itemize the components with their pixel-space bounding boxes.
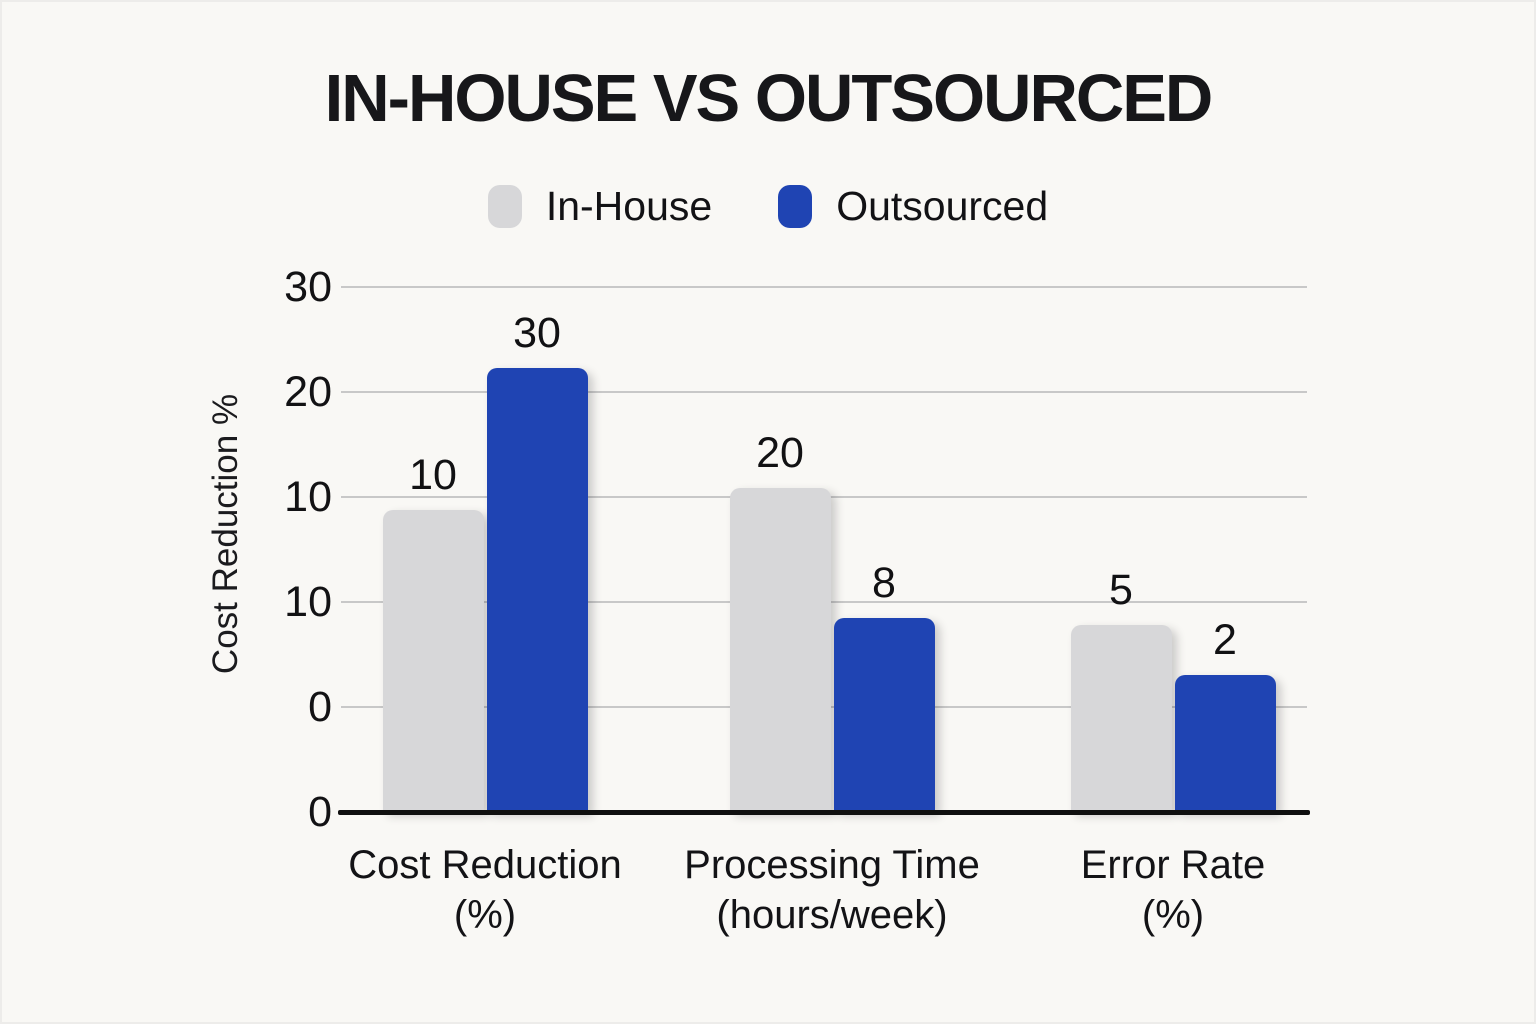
bar-in-house-cost-reduction bbox=[382, 510, 484, 812]
bar-outsourced-error-rate bbox=[1174, 675, 1276, 812]
x-category-label: Error Rate (%) bbox=[953, 840, 1393, 940]
legend: In-House Outsourced bbox=[0, 185, 1536, 228]
y-tick-label: 10 bbox=[284, 473, 332, 521]
legend-item-in-house: In-House bbox=[487, 183, 713, 229]
y-tick-label: 0 bbox=[308, 683, 332, 731]
x-category-label-line: (%) bbox=[453, 893, 517, 937]
bar-value-label: 8 bbox=[872, 559, 896, 607]
bar-in-house-processing-time-hours-week bbox=[729, 488, 831, 812]
x-category-label: Cost Reduction (%) bbox=[265, 840, 705, 940]
y-tick-label: 30 bbox=[284, 263, 332, 311]
x-category-label-line: Processing Time bbox=[684, 843, 980, 887]
bar-outsourced-cost-reduction bbox=[486, 368, 588, 812]
x-axis-line bbox=[338, 810, 1310, 815]
x-category-label-line: (hours/week) bbox=[716, 893, 948, 937]
bar-value-label: 20 bbox=[756, 429, 804, 477]
y-tick-label: 20 bbox=[284, 368, 332, 416]
bar-value-label: 30 bbox=[513, 309, 561, 357]
legend-swatch-outsourced bbox=[778, 185, 813, 228]
bar-value-label: 2 bbox=[1213, 616, 1237, 664]
legend-swatch-in-house bbox=[487, 185, 522, 228]
x-category-label-line: Cost Reduction bbox=[348, 843, 622, 887]
bar-value-label: 5 bbox=[1109, 566, 1133, 614]
legend-item-outsourced: Outsourced bbox=[778, 185, 1048, 228]
x-category-label-line: Error Rate bbox=[1080, 843, 1266, 887]
gridline bbox=[341, 391, 1307, 393]
bar-in-house-error-rate bbox=[1070, 625, 1172, 812]
x-category-label-line: (%) bbox=[1141, 893, 1205, 937]
x-category-label: Processing Time (hours/week) bbox=[612, 840, 1052, 940]
legend-label-outsourced: Outsourced bbox=[836, 183, 1049, 229]
bar-outsourced-processing-time-hours-week bbox=[833, 618, 935, 812]
y-tick-label: 0 bbox=[308, 788, 332, 836]
chart-title: IN-HOUSE VS OUTSOURCED bbox=[324, 61, 1214, 136]
y-tick-label: 10 bbox=[284, 578, 332, 626]
gridline bbox=[341, 286, 1307, 288]
bar-value-label: 10 bbox=[409, 451, 457, 499]
legend-label-in-house: In-House bbox=[545, 183, 713, 229]
